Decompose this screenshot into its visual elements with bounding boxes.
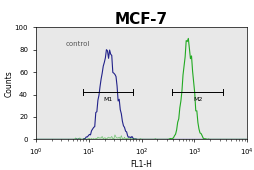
Title: MCF-7: MCF-7: [115, 12, 167, 27]
Text: M1: M1: [103, 97, 113, 102]
Text: M2: M2: [192, 97, 202, 102]
X-axis label: FL1-H: FL1-H: [130, 160, 152, 169]
Y-axis label: Counts: Counts: [4, 70, 13, 97]
Text: control: control: [65, 41, 89, 47]
